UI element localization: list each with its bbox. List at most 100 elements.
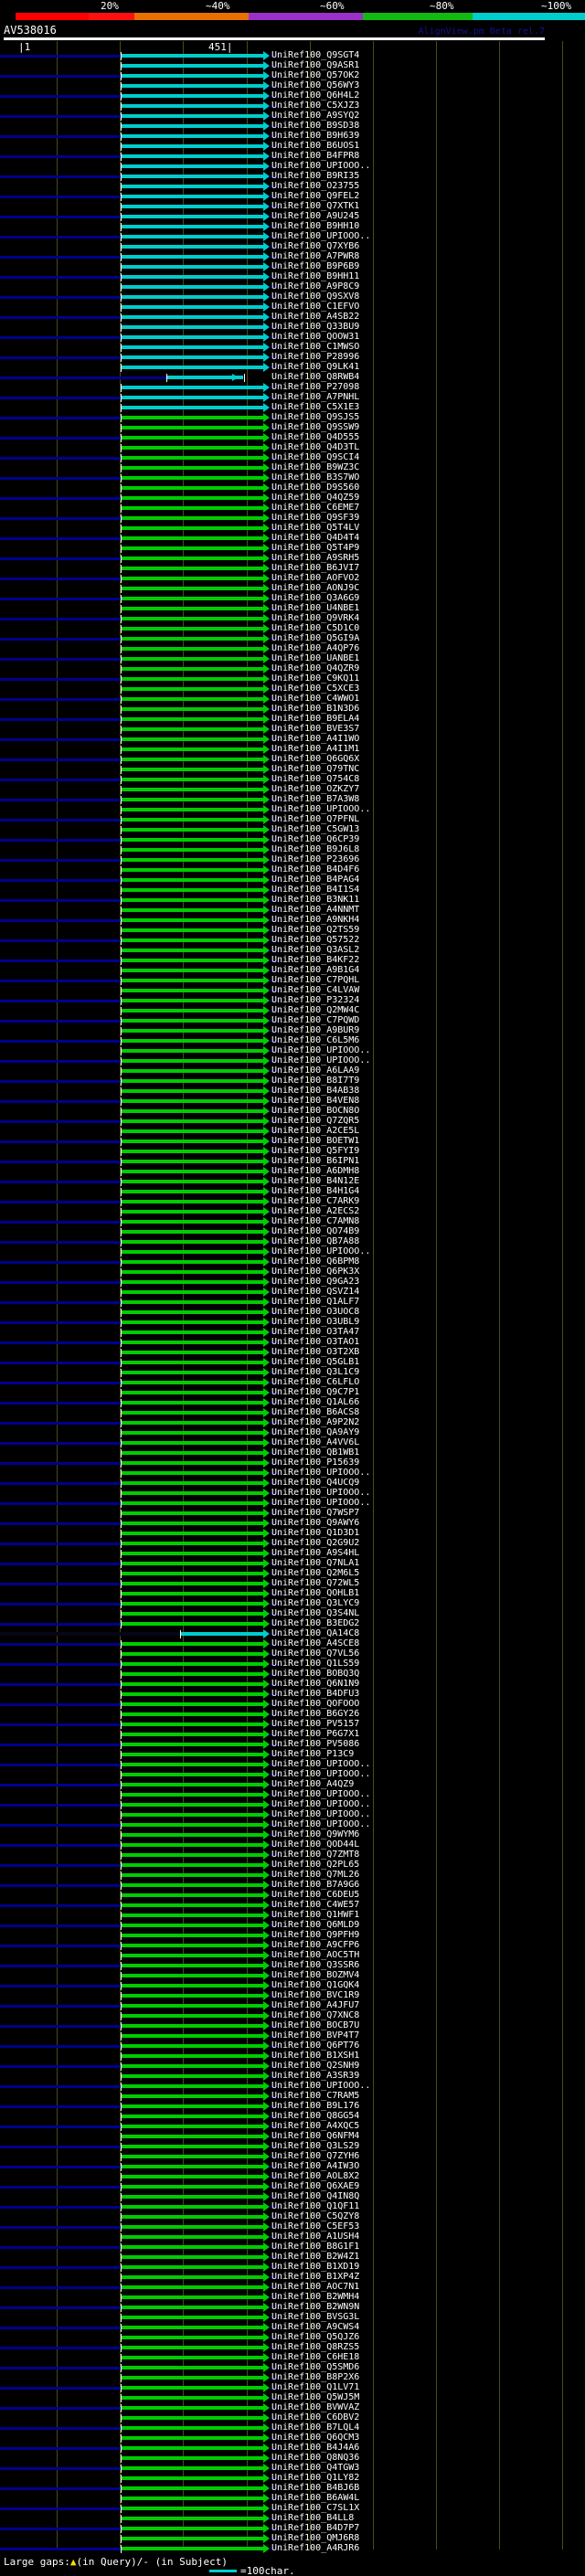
alignment-row[interactable]: UniRef100_B1XSH1: [0, 2051, 585, 2062]
alignment-bar[interactable]: [122, 2155, 263, 2158]
subject-id-label[interactable]: UniRef100_Q6N1N9: [271, 1679, 360, 1689]
subject-id-label[interactable]: UniRef100_Q1GQK4: [271, 1980, 360, 1990]
alignment-bar[interactable]: [122, 1069, 263, 1073]
alignment-row[interactable]: UniRef100_C7PQHL: [0, 975, 585, 986]
alignment-row[interactable]: UniRef100_O3UOC8: [0, 1307, 585, 1318]
alignment-row[interactable]: UniRef100_A7PWR8: [0, 251, 585, 262]
alignment-row[interactable]: UniRef100_Q9C7P1: [0, 1387, 585, 1398]
alignment-row[interactable]: UniRef100_Q1QF11: [0, 2201, 585, 2212]
alignment-bar[interactable]: [122, 2537, 263, 2540]
alignment-bar[interactable]: [122, 2094, 263, 2098]
subject-id-label[interactable]: UniRef100_UPIOOO..: [271, 161, 371, 171]
alignment-row[interactable]: UniRef100_BVWVAZ: [0, 2402, 585, 2413]
subject-id-label[interactable]: UniRef100_Q5GI9A: [271, 633, 360, 643]
subject-id-label[interactable]: UniRef100_B7A9G6: [271, 1880, 360, 1890]
alignment-bar[interactable]: [122, 2034, 263, 2038]
subject-id-label[interactable]: UniRef100_BVC1R9: [271, 1990, 360, 2000]
subject-id-label[interactable]: UniRef100_BOETW1: [271, 1136, 360, 1146]
subject-id-label[interactable]: UniRef100_QB1WB1: [271, 1447, 360, 1458]
subject-id-label[interactable]: UniRef100_B3NK11: [271, 895, 360, 905]
subject-id-label[interactable]: UniRef100_C6EME7: [271, 503, 360, 513]
subject-id-label[interactable]: UniRef100_QB7A88: [271, 1236, 360, 1246]
alignment-row[interactable]: UniRef100_A4QP76: [0, 643, 585, 654]
subject-id-label[interactable]: UniRef100_B4PAG4: [271, 875, 360, 885]
alignment-bar[interactable]: [122, 1994, 263, 1998]
alignment-bar[interactable]: [122, 1109, 263, 1113]
subject-id-label[interactable]: UniRef100_B9ELA4: [271, 714, 360, 724]
alignment-row[interactable]: UniRef100_A9P8C9: [0, 281, 585, 292]
alignment-bar[interactable]: [122, 2456, 263, 2460]
alignment-row[interactable]: UniRef100_Q9ASR1: [0, 60, 585, 71]
subject-id-label[interactable]: UniRef100_Q6BPM8: [271, 1256, 360, 1267]
alignment-bar[interactable]: [122, 908, 263, 912]
alignment-row[interactable]: UniRef100_B4LL8: [0, 2513, 585, 2524]
alignment-bar[interactable]: [122, 1441, 263, 1445]
alignment-bar[interactable]: [122, 577, 263, 580]
alignment-row[interactable]: UniRef100_Q57OK2: [0, 70, 585, 81]
subject-id-label[interactable]: UniRef100_B9RI35: [271, 171, 360, 181]
alignment-bar[interactable]: [122, 2426, 263, 2430]
subject-id-label[interactable]: UniRef100_Q6H4L2: [271, 90, 360, 101]
subject-id-label[interactable]: UniRef100_Q3LS29: [271, 2141, 360, 2151]
alignment-row[interactable]: UniRef100_Q1LS59: [0, 1659, 585, 1670]
alignment-bar[interactable]: [122, 2044, 263, 2048]
alignment-bar[interactable]: [122, 707, 263, 711]
alignment-row[interactable]: UniRef100_Q9SGT4: [0, 50, 585, 61]
subject-id-label[interactable]: UniRef100_B1XP4Z: [271, 2272, 360, 2282]
alignment-bar[interactable]: [122, 154, 263, 158]
subject-id-label[interactable]: UniRef100_BOZMV4: [271, 1970, 360, 1980]
alignment-bar[interactable]: [122, 647, 263, 651]
subject-id-label[interactable]: UniRef100_B3S7WO: [271, 472, 360, 482]
subject-id-label[interactable]: UniRef100_Q57522: [271, 935, 360, 945]
alignment-bar[interactable]: [122, 697, 263, 701]
subject-id-label[interactable]: UniRef100_B2WMH4: [271, 2292, 360, 2302]
alignment-bar[interactable]: [122, 2547, 263, 2550]
subject-id-label[interactable]: UniRef100_C7AMN8: [271, 1216, 360, 1226]
alignment-row[interactable]: UniRef100_B8P2X6: [0, 2372, 585, 2383]
alignment-bar[interactable]: [122, 687, 263, 691]
alignment-row[interactable]: UniRef100_Q754C8: [0, 774, 585, 785]
subject-id-label[interactable]: UniRef100_Q8GG54: [271, 2111, 360, 2121]
alignment-bar[interactable]: [122, 1200, 263, 1203]
subject-id-label[interactable]: UniRef100_Q6PK3X: [271, 1267, 360, 1277]
alignment-bar[interactable]: [122, 1129, 263, 1133]
alignment-row[interactable]: UniRef100_QMJ6R8: [0, 2533, 585, 2544]
alignment-row[interactable]: UniRef100_D9S560: [0, 482, 585, 493]
subject-id-label[interactable]: UniRef100_C5X1E3: [271, 402, 360, 412]
alignment-row[interactable]: UniRef100_B6IPN1: [0, 1156, 585, 1167]
alignment-row[interactable]: UniRef100_UPIOOO..: [0, 161, 585, 172]
alignment-bar[interactable]: [122, 1451, 263, 1455]
subject-id-label[interactable]: UniRef100_A4QP76: [271, 643, 360, 653]
alignment-bar[interactable]: [122, 275, 263, 279]
alignment-bar[interactable]: [122, 496, 263, 500]
alignment-bar[interactable]: [122, 2074, 263, 2078]
alignment-row[interactable]: UniRef100_B9P6B9: [0, 261, 585, 272]
alignment-row[interactable]: UniRef100_B4PAG4: [0, 875, 585, 885]
alignment-bar[interactable]: [122, 1763, 263, 1766]
subject-id-label[interactable]: UniRef100_Q9SSW9: [271, 422, 360, 432]
subject-id-label[interactable]: UniRef100_B4J4A6: [271, 2443, 360, 2453]
alignment-bar[interactable]: [122, 265, 263, 269]
alignment-row[interactable]: UniRef100_Q5T4LV: [0, 523, 585, 534]
subject-id-label[interactable]: UniRef100_Q754C8: [271, 774, 360, 784]
alignment-row[interactable]: UniRef100_Q5GLB1: [0, 1357, 585, 1368]
alignment-row[interactable]: UniRef100_B4BJ6B: [0, 2483, 585, 2494]
alignment-row[interactable]: UniRef100_Q1LV71: [0, 2382, 585, 2393]
alignment-row[interactable]: UniRef100_C4WE57: [0, 1900, 585, 1911]
subject-id-label[interactable]: UniRef100_PV5157: [271, 1719, 360, 1729]
alignment-row[interactable]: UniRef100_OZKZY7: [0, 784, 585, 795]
alignment-row[interactable]: UniRef100_A4I1M1: [0, 744, 585, 755]
alignment-bar[interactable]: [122, 1521, 263, 1525]
alignment-bar[interactable]: [122, 878, 263, 882]
subject-id-label[interactable]: UniRef100_Q57OK2: [271, 70, 360, 80]
subject-id-label[interactable]: UniRef100_BVWVAZ: [271, 2402, 360, 2412]
alignment-row[interactable]: UniRef100_P28996: [0, 352, 585, 363]
subject-id-label[interactable]: UniRef100_B3EDG2: [271, 1618, 360, 1628]
subject-id-label[interactable]: UniRef100_Q7XTK1: [271, 201, 360, 211]
alignment-bar[interactable]: [122, 1230, 263, 1234]
alignment-bar[interactable]: [122, 617, 263, 620]
subject-id-label[interactable]: UniRef100_A4QZ9: [271, 1779, 355, 1789]
alignment-row[interactable]: UniRef100_QSVZ14: [0, 1287, 585, 1298]
alignment-bar[interactable]: [122, 446, 263, 450]
alignment-row[interactable]: UniRef100_Q3A6G9: [0, 593, 585, 604]
